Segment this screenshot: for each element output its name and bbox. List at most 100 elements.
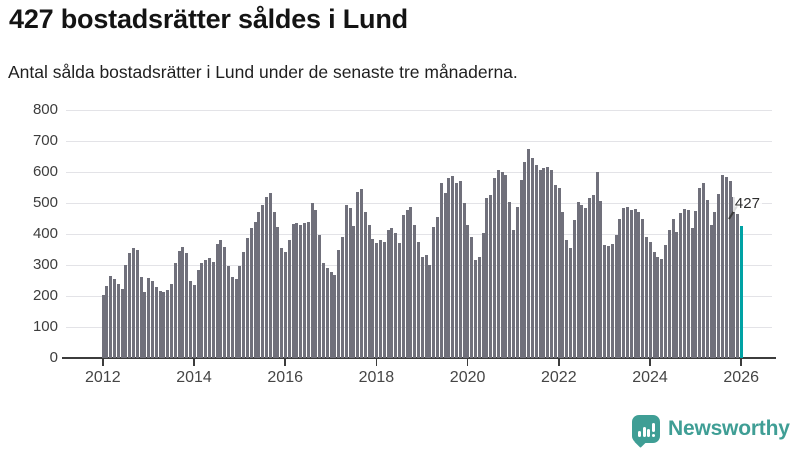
- mini-bar-icon: [638, 431, 641, 437]
- bar: [397, 243, 401, 358]
- bar: [390, 228, 394, 358]
- bar: [603, 244, 607, 358]
- bar: [701, 182, 705, 358]
- bar: [310, 202, 314, 358]
- bar: [162, 292, 166, 358]
- bar: [105, 286, 109, 358]
- bar: [321, 263, 325, 358]
- bar: [496, 170, 500, 358]
- bar: [572, 220, 576, 358]
- highlighted-bar: [739, 225, 743, 358]
- y-axis-tick-label: 400: [32, 225, 58, 242]
- bar: [177, 251, 181, 358]
- bar: [492, 178, 496, 358]
- bar: [606, 246, 610, 358]
- bar: [242, 251, 246, 358]
- bar: [530, 158, 534, 358]
- x-axis-tick: [284, 359, 286, 366]
- bar: [352, 225, 356, 358]
- bar: [215, 243, 219, 358]
- bar: [188, 281, 192, 358]
- bar: [648, 241, 652, 358]
- bar: [485, 198, 489, 358]
- chart-subtitle: Antal sålda bostadsrätter i Lund under d…: [8, 62, 518, 82]
- bar: [356, 191, 360, 358]
- bar: [527, 149, 531, 358]
- bar: [261, 204, 265, 358]
- bar: [371, 238, 375, 358]
- newsworthy-bubble-icon: [632, 415, 660, 448]
- bar: [348, 208, 352, 358]
- bar: [192, 285, 196, 358]
- y-gridline: [66, 233, 772, 235]
- bar: [462, 203, 466, 358]
- bar: [622, 208, 626, 358]
- bar: [523, 161, 527, 358]
- bar: [234, 278, 238, 358]
- x-axis-tick: [193, 359, 195, 366]
- bar: [428, 265, 432, 358]
- bar: [147, 278, 151, 358]
- bar: [409, 206, 413, 358]
- bar: [268, 193, 272, 358]
- y-axis-tick-label: 700: [32, 132, 58, 149]
- bar: [614, 234, 618, 358]
- y-gridline: [66, 140, 772, 142]
- bar: [416, 241, 420, 358]
- bar: [181, 247, 185, 358]
- bar: [401, 215, 405, 358]
- x-axis-tick-label: 2022: [541, 369, 577, 386]
- x-axis-tick: [649, 359, 651, 366]
- bar: [656, 256, 660, 358]
- bar: [344, 204, 348, 358]
- bar: [204, 260, 208, 358]
- bar: [534, 164, 538, 358]
- bar: [591, 194, 595, 358]
- bar: [519, 180, 523, 358]
- bar: [135, 250, 139, 358]
- bar: [318, 234, 322, 358]
- bar: [508, 201, 512, 358]
- y-axis-tick-label: 300: [32, 256, 58, 273]
- bar: [713, 212, 717, 358]
- bar: [451, 176, 455, 358]
- bar: [302, 223, 306, 358]
- bar: [276, 226, 280, 358]
- bar: [340, 236, 344, 358]
- bar: [709, 224, 713, 358]
- bar: [443, 193, 447, 358]
- bar: [736, 213, 740, 358]
- y-axis-tick-label: 500: [32, 194, 58, 211]
- bar: [660, 259, 664, 358]
- bar: [169, 283, 173, 358]
- bar: [511, 229, 515, 358]
- x-axis-tick-label: 2016: [267, 369, 303, 386]
- bar: [599, 201, 603, 358]
- bar: [249, 228, 253, 358]
- bar: [732, 196, 736, 358]
- x-axis-tick: [558, 359, 560, 366]
- bar: [694, 210, 698, 358]
- bar: [633, 209, 637, 358]
- y-gridline: [66, 171, 772, 173]
- bar: [257, 212, 261, 358]
- bar: [561, 211, 565, 358]
- bar: [671, 218, 675, 358]
- bar: [557, 188, 561, 358]
- bar: [724, 176, 728, 358]
- bar: [447, 178, 451, 358]
- bar: [413, 225, 417, 358]
- bar: [291, 224, 295, 358]
- bar: [150, 280, 154, 358]
- bar: [477, 256, 481, 358]
- x-axis-tick-label: 2014: [176, 369, 212, 386]
- bar: [717, 193, 721, 358]
- bar: [337, 250, 341, 358]
- bar: [211, 261, 215, 358]
- bar: [720, 175, 724, 358]
- x-axis-tick-label: 2024: [632, 369, 668, 386]
- x-axis-tick: [466, 359, 469, 366]
- y-axis-tick-label: 100: [32, 318, 58, 335]
- bar: [154, 287, 158, 358]
- bar: [185, 253, 189, 358]
